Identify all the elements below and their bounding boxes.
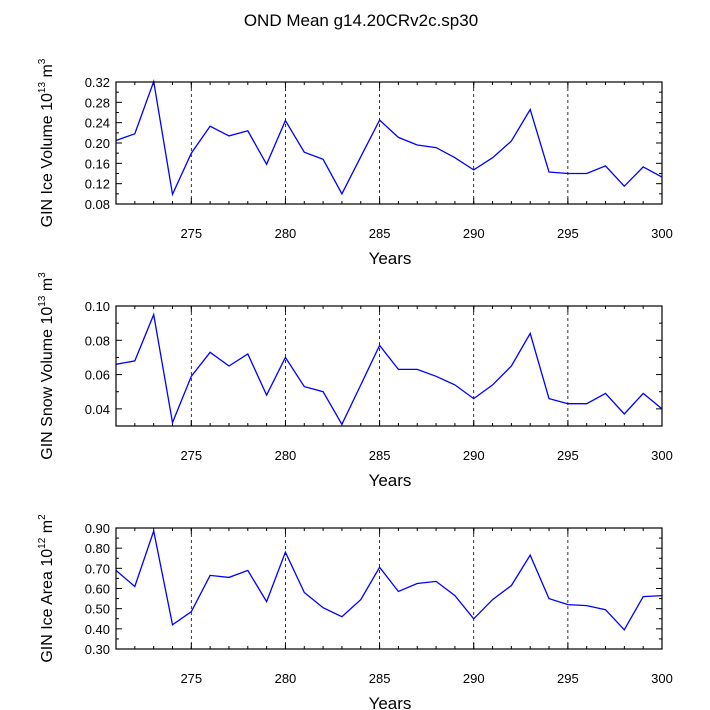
x-tick-label: 280 [275, 226, 297, 241]
y-tick-label: 0.40 [85, 622, 110, 637]
x-tick-label: 285 [369, 448, 391, 463]
x-tick-label: 285 [369, 226, 391, 241]
x-tick-label: 295 [557, 226, 579, 241]
panel-ice-area: 275 280 285 290 295 300 0.30 0.40 0.50 0.60 0.70 0.… [37, 514, 673, 710]
y-axis-label: GIN Ice Volume 1013 m3 [37, 58, 56, 227]
x-tick-label: 295 [557, 671, 579, 686]
y-tick-label: 0.28 [85, 95, 110, 110]
x-tick-label: 290 [463, 448, 485, 463]
y-tick-label: 0.06 [85, 368, 110, 383]
y-tick-label: 0.20 [85, 136, 110, 151]
x-axis-label: Years [369, 249, 412, 268]
x-tick-label: 300 [651, 448, 673, 463]
x-tick-label: 280 [275, 671, 297, 686]
series-line [115, 312, 663, 426]
panel-snow-volume: 275 280 285 290 295 300 0.04 0.06 0.08 0.10 Years G… [37, 272, 673, 490]
x-axis-label: Years [369, 694, 412, 710]
x-axis-label: Years [369, 471, 412, 490]
y-axis-label: GIN Ice Area 1012 m2 [37, 514, 56, 663]
y-tick-label: 0.24 [85, 116, 110, 131]
y-axis-label: GIN Snow Volume 1013 m3 [37, 272, 56, 460]
y-tick-label: 0.08 [85, 197, 110, 212]
series-line [115, 78, 663, 197]
x-tick-label: 275 [180, 226, 202, 241]
x-tick-label: 275 [180, 448, 202, 463]
chart-title: OND Mean g14.20CRv2c.sp30 [244, 11, 478, 30]
plot-frame [115, 305, 663, 427]
y-tick-label: 0.04 [85, 402, 110, 417]
y-tick-label: 0.08 [85, 333, 110, 348]
y-tick-label: 0.60 [85, 582, 110, 597]
x-tick-label: 295 [557, 448, 579, 463]
x-tick-label: 275 [180, 671, 202, 686]
y-tick-label: 0.50 [85, 602, 110, 617]
x-tick-label: 290 [463, 226, 485, 241]
plot-frame [115, 527, 663, 650]
y-tick-label: 0.12 [85, 177, 110, 192]
x-tick-label: 290 [463, 671, 485, 686]
panel-ice-volume: 275 280 285 290 295 300 0.08 0.12 0.16 0.20 0.24 0.… [37, 58, 673, 268]
y-tick-label: 0.16 [85, 156, 110, 171]
x-tick-label: 285 [369, 671, 391, 686]
y-tick-label: 0.70 [85, 561, 110, 576]
y-tick-label: 0.90 [85, 521, 110, 536]
y-tick-label: 0.10 [85, 299, 110, 314]
x-tick-label: 280 [275, 448, 297, 463]
series-line [115, 528, 663, 631]
plot-frame [115, 81, 663, 205]
y-tick-label: 0.32 [85, 75, 110, 90]
x-tick-label: 300 [651, 226, 673, 241]
y-tick-label: 0.30 [85, 642, 110, 657]
y-tick-label: 0.80 [85, 541, 110, 556]
x-tick-label: 300 [651, 671, 673, 686]
